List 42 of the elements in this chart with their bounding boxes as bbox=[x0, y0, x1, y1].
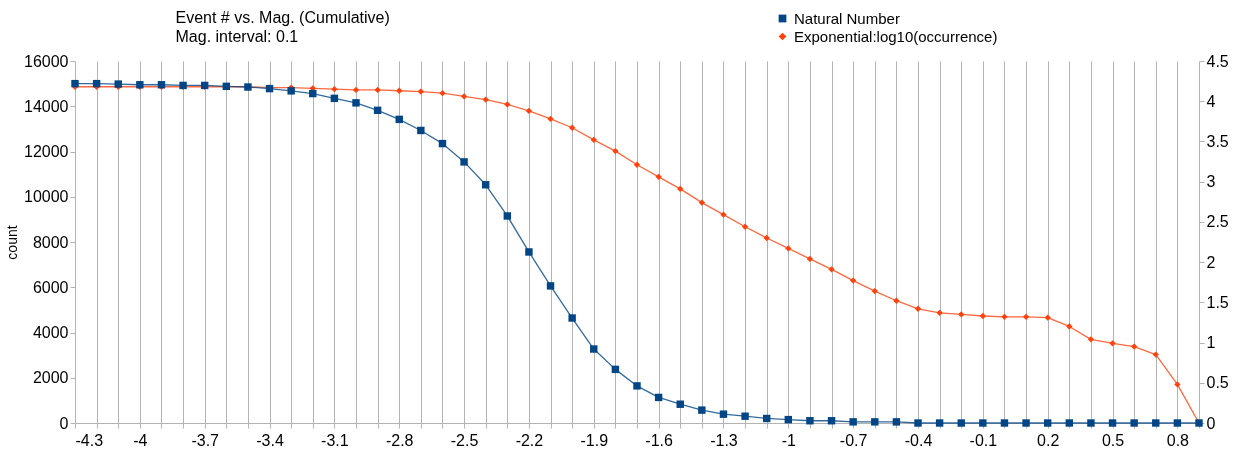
y-tick-label: 10000 bbox=[24, 188, 69, 206]
x-tick-label: -1 bbox=[781, 431, 797, 449]
y2-tick-label: 0 bbox=[1206, 414, 1216, 432]
y-tick-label: 0 bbox=[59, 414, 69, 432]
x-tick-label: -1.3 bbox=[710, 431, 738, 449]
y-tick-label: 4000 bbox=[32, 324, 69, 341]
y-axis-title: count bbox=[4, 225, 21, 260]
chart-subtitle: Mag. interval: 0.1 bbox=[175, 28, 299, 45]
x-tick-label: 0.2 bbox=[1037, 431, 1060, 449]
x-tick-label: -0.7 bbox=[839, 431, 868, 449]
y2-tick-label: 3.5 bbox=[1206, 132, 1229, 150]
y2-tick-label: 3 bbox=[1206, 173, 1216, 191]
y-tick-label: 12000 bbox=[24, 143, 69, 160]
x-tick-label: -4 bbox=[133, 431, 148, 449]
x-tick-label: -0.4 bbox=[904, 431, 933, 449]
y-tick-label: 14000 bbox=[24, 97, 69, 115]
y2-tick-label: 0.5 bbox=[1206, 374, 1229, 392]
x-tick-label: -0.1 bbox=[969, 431, 998, 449]
x-tick-label: -2.5 bbox=[450, 431, 479, 449]
y2-tick-label: 2 bbox=[1206, 253, 1216, 271]
x-tick-label: -1.6 bbox=[645, 431, 673, 449]
y-tick-label: 6000 bbox=[32, 278, 69, 296]
y2-tick-label: 2.5 bbox=[1206, 213, 1229, 231]
y-tick-label: 16000 bbox=[24, 52, 69, 70]
x-tick-label: 0.8 bbox=[1166, 431, 1190, 449]
legend-label: Exponential:log10(occurrence) bbox=[794, 27, 998, 45]
x-tick-label: -4.3 bbox=[75, 431, 104, 449]
x-tick-label: -2.8 bbox=[385, 431, 414, 449]
x-tick-label: -3.1 bbox=[321, 431, 349, 449]
y-tick-label: 8000 bbox=[32, 233, 69, 251]
y-tick-label: 2000 bbox=[32, 369, 69, 387]
x-tick-label: -3.7 bbox=[191, 431, 220, 449]
legend-label: Natural Number bbox=[794, 9, 900, 27]
x-tick-label: 0.5 bbox=[1101, 431, 1125, 449]
y2-tick-label: 4 bbox=[1206, 92, 1216, 110]
y2-tick-label: 1 bbox=[1206, 334, 1216, 352]
x-tick-label: -3.4 bbox=[256, 431, 284, 449]
x-tick-label: -1.9 bbox=[580, 431, 609, 449]
y2-tick-label: 1.5 bbox=[1206, 293, 1229, 311]
y2-tick-label: 4.5 bbox=[1206, 52, 1229, 70]
chart-title: Event # vs. Mag. (Cumulative) bbox=[175, 9, 390, 26]
x-tick-label: -2.2 bbox=[515, 431, 544, 449]
